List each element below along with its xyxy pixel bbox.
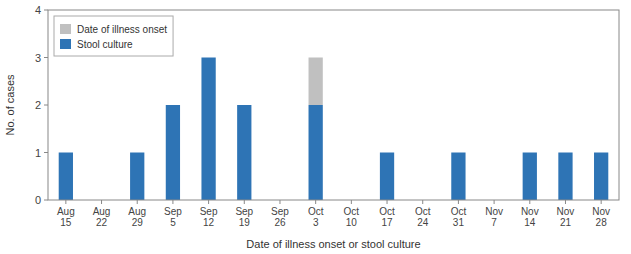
x-tick-label: Sep12: [200, 206, 218, 228]
y-tick-label: 0: [35, 194, 41, 206]
legend: Date of illness onset Stool culture: [54, 16, 173, 56]
x-tick-label: Oct24: [415, 206, 431, 228]
legend-swatch: [60, 39, 71, 49]
x-tick-label: Aug22: [93, 206, 111, 228]
x-tick-label: Nov7: [485, 206, 503, 228]
x-tick-label: Oct17: [379, 206, 395, 228]
plot-frame: [48, 10, 619, 200]
legend-label: Date of illness onset: [77, 24, 167, 35]
y-tick: [44, 200, 48, 201]
x-tick: [351, 200, 352, 204]
x-tick: [101, 200, 102, 204]
legend-frame: [54, 16, 173, 56]
bar: [558, 152, 572, 153]
bar: [59, 153, 73, 201]
x-tick-label: Nov21: [557, 206, 575, 228]
x-tick: [137, 200, 138, 204]
y-axis-label: No. of cases: [4, 74, 16, 136]
bar: [380, 152, 394, 153]
bar: [166, 105, 180, 106]
x-tick: [494, 200, 495, 204]
bar: [237, 105, 251, 200]
bar: [594, 152, 608, 153]
x-tick-label: Oct31: [451, 206, 467, 228]
bar: [558, 153, 572, 201]
bar: [237, 105, 251, 106]
x-tick-label: Nov14: [521, 206, 539, 228]
x-tick-label: Nov28: [592, 206, 610, 228]
bar: [59, 152, 73, 153]
y-tick: [44, 57, 48, 58]
y-tick: [44, 152, 48, 153]
x-tick: [315, 200, 316, 204]
bar: [309, 105, 323, 200]
bar: [166, 105, 180, 200]
x-tick-label: Aug29: [128, 206, 146, 228]
y-tick-label: 2: [35, 99, 41, 111]
y-tick-label: 1: [35, 147, 41, 159]
legend-swatch: [60, 24, 71, 34]
x-tick-label: Oct10: [344, 206, 360, 228]
x-tick: [244, 200, 245, 204]
x-tick-label: Oct3: [308, 206, 324, 228]
bar: [594, 153, 608, 201]
y-tick: [44, 105, 48, 106]
bar: [451, 153, 465, 201]
bar: [201, 58, 215, 201]
x-tick-label: Sep26: [271, 206, 289, 228]
chart: 0 1 2 3 4 Aug15 Aug22 Aug29 Sep5 Sep12 Sep19 Sep26 O…: [0, 0, 631, 254]
x-tick-label: Aug15: [57, 206, 75, 228]
x-tick: [601, 200, 602, 204]
bar: [523, 153, 537, 201]
y-tick-label: 3: [35, 52, 41, 64]
x-tick: [208, 200, 209, 204]
bar: [309, 58, 323, 106]
bar: [523, 152, 537, 153]
y-tick: [44, 10, 48, 11]
bar: [130, 152, 144, 153]
bar: [130, 153, 144, 201]
bar: [451, 152, 465, 153]
bars: [59, 58, 609, 201]
x-tick: [458, 200, 459, 204]
x-tick: [565, 200, 566, 204]
x-tick: [529, 200, 530, 204]
legend-label: Stool culture: [77, 39, 133, 50]
x-tick: [422, 200, 423, 204]
x-tick: [387, 200, 388, 204]
x-tick: [65, 200, 66, 204]
x-tick: [172, 200, 173, 204]
bar: [380, 153, 394, 201]
bar: [201, 57, 215, 58]
x-tick-label: Sep19: [235, 206, 253, 228]
y-tick-label: 4: [35, 4, 41, 16]
x-axis-label: Date of illness onset or stool culture: [246, 238, 420, 250]
x-tick: [279, 200, 280, 204]
x-tick-label: Sep5: [164, 206, 182, 228]
